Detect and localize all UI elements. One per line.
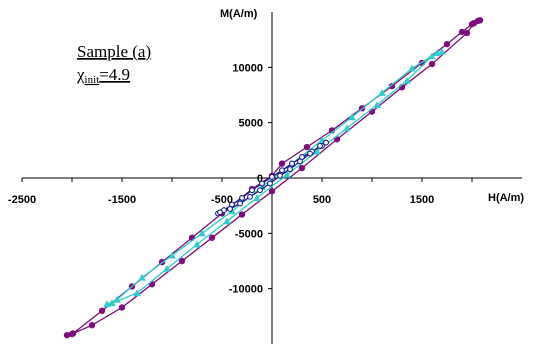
- data-point: [278, 160, 286, 167]
- data-point: [317, 142, 323, 149]
- data-point: [408, 64, 416, 72]
- annotation-chi-subscript: init: [85, 74, 100, 86]
- data-point: [257, 187, 263, 194]
- data-point: [259, 180, 265, 187]
- annotation-chi-symbol: χ: [76, 65, 85, 84]
- annotation-sample-label: Sample (a): [77, 42, 151, 61]
- x-ticks: -2500 -1500 -500 500 1500: [8, 178, 473, 206]
- x-tick-label: -500: [211, 194, 233, 206]
- data-point: [208, 234, 216, 241]
- data-point: [98, 307, 106, 314]
- data-point: [343, 124, 351, 132]
- data-point: [133, 289, 141, 297]
- data-point: [307, 150, 313, 157]
- data-point: [298, 164, 306, 172]
- data-point: [223, 217, 231, 225]
- data-point: [287, 166, 293, 173]
- data-point: [227, 206, 233, 212]
- y-tick-label: -5000: [235, 228, 263, 240]
- data-point: [470, 19, 478, 27]
- y-tick-label: 10000: [232, 62, 263, 74]
- data-point: [297, 158, 303, 165]
- data-point: [268, 188, 276, 195]
- data-point: [68, 330, 76, 338]
- data-point: [388, 82, 396, 90]
- data-point: [247, 193, 253, 200]
- data-point: [238, 211, 246, 218]
- y-tick-label: -10000: [229, 284, 263, 296]
- data-point: [63, 331, 71, 339]
- data-point: [88, 321, 96, 329]
- data-point: [113, 295, 121, 303]
- data-point: [348, 113, 356, 121]
- data-point: [198, 229, 206, 237]
- data-point: [283, 170, 291, 178]
- series-line: [106, 51, 443, 305]
- data-point: [239, 194, 245, 201]
- data-point: [267, 180, 273, 187]
- y-tick-label: 0: [257, 173, 263, 185]
- data-point: [373, 101, 381, 108]
- data-point: [428, 52, 436, 60]
- data-point: [163, 264, 171, 272]
- data-point: [193, 240, 201, 248]
- data-point: [277, 172, 283, 179]
- annotation-chi: χinit=4.9: [76, 65, 130, 86]
- data-point: [178, 257, 186, 265]
- data-point: [458, 28, 466, 36]
- annotation-chi-value: =4.9: [99, 65, 130, 84]
- data-point: [279, 167, 285, 174]
- series-layer: [63, 17, 484, 339]
- sample-annotation: Sample (a) χinit=4.9: [76, 42, 151, 86]
- data-point: [403, 76, 411, 84]
- data-point: [217, 209, 223, 216]
- data-point: [313, 147, 321, 155]
- data-point: [443, 40, 451, 48]
- series-open-circle: [215, 139, 329, 217]
- data-point: [249, 187, 255, 194]
- axes: -2500 -1500 -500 500 1500 -10000 -5000 0 5000 10…: [8, 12, 522, 344]
- x-tick-label: -1500: [108, 194, 136, 206]
- data-point: [438, 48, 446, 55]
- x-tick-label: 500: [313, 194, 331, 206]
- y-tick-label: 5000: [239, 118, 263, 130]
- data-point: [378, 88, 386, 96]
- x-tick-label: -2500: [8, 194, 36, 206]
- data-point: [237, 200, 243, 207]
- y-axis-title: M(A/m): [220, 8, 258, 20]
- data-point: [303, 143, 311, 151]
- data-point: [253, 194, 261, 201]
- data-point: [108, 299, 116, 307]
- data-point: [168, 251, 176, 259]
- data-point: [428, 60, 436, 68]
- y-ticks: -10000 -5000 0 5000 10000: [229, 62, 272, 296]
- x-axis-title: H(A/m): [488, 192, 524, 204]
- data-point: [118, 304, 126, 311]
- data-point: [289, 160, 295, 167]
- data-point: [269, 173, 275, 180]
- data-point: [476, 17, 484, 24]
- data-point: [463, 29, 471, 37]
- series-triangle: [103, 48, 446, 308]
- x-tick-label: 1500: [410, 194, 434, 206]
- data-point: [323, 139, 329, 146]
- data-point: [138, 273, 146, 281]
